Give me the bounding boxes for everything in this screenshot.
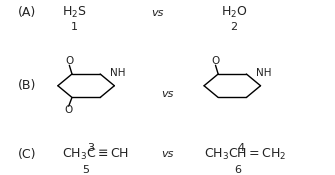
Text: H$_2$O: H$_2$O	[221, 5, 247, 20]
Text: vs: vs	[161, 149, 174, 159]
Text: 5: 5	[83, 165, 89, 175]
Text: NH: NH	[110, 68, 125, 78]
Text: vs: vs	[161, 89, 174, 99]
Text: 1: 1	[71, 22, 78, 32]
Text: (B): (B)	[18, 79, 37, 92]
Text: 4: 4	[237, 143, 244, 153]
Text: O: O	[211, 56, 220, 66]
Text: 2: 2	[230, 22, 238, 32]
Text: NH: NH	[256, 68, 271, 78]
Text: CH$_3$CH$=$CH$_2$: CH$_3$CH$=$CH$_2$	[204, 147, 287, 162]
Text: CH$_3$C$\equiv$CH: CH$_3$C$\equiv$CH	[63, 147, 130, 162]
Text: O: O	[65, 105, 73, 115]
Text: 6: 6	[234, 165, 241, 175]
Text: O: O	[65, 56, 73, 66]
Text: 3: 3	[87, 143, 94, 153]
Text: (A): (A)	[18, 6, 36, 19]
Text: (C): (C)	[18, 148, 37, 161]
Text: H$_2$S: H$_2$S	[62, 5, 87, 20]
Text: vs: vs	[151, 8, 164, 18]
